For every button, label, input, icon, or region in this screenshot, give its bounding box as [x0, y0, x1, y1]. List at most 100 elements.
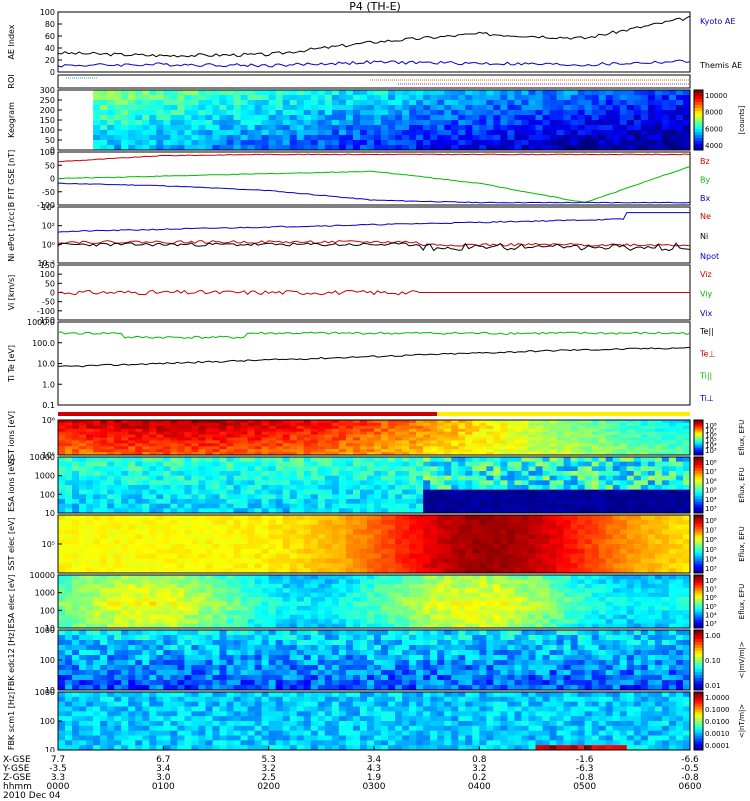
spectrogram-cell	[423, 485, 430, 490]
spectrogram-cell	[381, 446, 388, 449]
spectrogram-cell	[290, 120, 297, 125]
spectrogram-cell	[381, 426, 388, 429]
spectrogram-cell	[269, 504, 276, 509]
spectrogram-cell	[241, 115, 248, 120]
spectrogram-cell	[669, 426, 676, 429]
spectrogram-cell	[149, 584, 156, 589]
spectrogram-cell	[557, 563, 564, 568]
spectrogram-cell	[437, 130, 444, 135]
colorbar-swatch	[694, 443, 703, 445]
spectrogram-cell	[332, 105, 339, 110]
spectrogram-cell	[262, 490, 269, 495]
spectrogram-cell	[521, 130, 528, 135]
spectrogram-cell	[416, 426, 423, 429]
spectrogram-cell	[395, 471, 402, 476]
spectrogram-cell	[346, 471, 353, 476]
spectrogram-cell	[276, 432, 283, 435]
colorbar-swatch	[694, 114, 703, 117]
spectrogram-cell	[451, 449, 458, 452]
spectrogram-cell	[451, 490, 458, 495]
spectrogram-cell	[683, 530, 690, 535]
spectrogram-cell	[437, 140, 444, 145]
colorbar-swatch	[694, 488, 703, 491]
spectrogram-cell	[86, 115, 93, 120]
spectrogram-cell	[128, 499, 135, 504]
spectrogram-cell	[592, 105, 599, 110]
spectrogram-cell	[177, 440, 184, 443]
spectrogram-cell	[205, 515, 212, 520]
spectrogram-cell	[163, 466, 170, 471]
spectrogram-cell	[613, 426, 620, 429]
spectrogram-cell	[121, 110, 128, 115]
spectrogram-cell	[662, 471, 669, 476]
colorbar-swatch	[694, 544, 703, 547]
spectrogram-cell	[107, 525, 114, 530]
spectrogram-cell	[465, 115, 472, 120]
spectrogram-cell	[135, 105, 142, 110]
spectrogram-cell	[528, 476, 535, 481]
spectrogram-cell	[500, 480, 507, 485]
spectrogram-cell	[128, 615, 135, 620]
spectrogram-cell	[662, 90, 669, 95]
spectrogram-cell	[388, 534, 395, 539]
spectrogram-cell	[536, 476, 543, 481]
spectrogram-cell	[606, 100, 613, 105]
spectrogram-cell	[58, 476, 65, 481]
colorbar-swatch	[694, 123, 703, 126]
spectrogram-cell	[262, 125, 269, 130]
spectrogram-cell	[318, 476, 325, 481]
spectrogram-cell	[409, 435, 416, 438]
spectrogram-cell	[507, 539, 514, 544]
spectrogram-cell	[536, 443, 543, 446]
spectrogram-cell	[72, 539, 79, 544]
spectrogram-cell	[493, 520, 500, 525]
spectrogram-cell	[676, 499, 683, 504]
spectrogram-cell	[402, 90, 409, 95]
spectrogram-cell	[290, 466, 297, 471]
spectrogram-cell	[290, 490, 297, 495]
spectrogram-cell	[262, 120, 269, 125]
spectrogram-cell	[283, 602, 290, 607]
spectrogram-cell	[536, 525, 543, 530]
spectrogram-cell	[521, 530, 528, 535]
spectrogram-cell	[543, 100, 550, 105]
spectrogram-cell	[205, 435, 212, 438]
spectrogram-cell	[311, 544, 318, 549]
spectrogram-cell	[114, 554, 121, 559]
spectrogram-cell	[388, 530, 395, 535]
spectrogram-cell	[521, 457, 528, 462]
spectrogram-cell	[606, 457, 613, 462]
spectrogram-cell	[79, 100, 86, 105]
spectrogram-cell	[177, 429, 184, 432]
spectrogram-cell	[507, 471, 514, 476]
spectrogram-cell	[346, 423, 353, 426]
spectrogram-cell	[269, 494, 276, 499]
spectrogram-cell	[121, 584, 128, 589]
spectrogram-cell	[409, 130, 416, 135]
spectrogram-cell	[360, 90, 367, 95]
spectrogram-cell	[451, 563, 458, 568]
spectrogram-cell	[655, 476, 662, 481]
spectrogram-cell	[367, 100, 374, 105]
y-tick-label: 150	[40, 261, 55, 270]
spectrogram-cell	[227, 90, 234, 95]
spectrogram-cell	[248, 504, 255, 509]
spectrogram-cell	[648, 105, 655, 110]
spectrogram-cell	[360, 544, 367, 549]
spectrogram-cell	[58, 494, 65, 499]
spectrogram-cell	[472, 140, 479, 145]
spectrogram-cell	[220, 593, 227, 598]
spectrogram-cell	[220, 423, 227, 426]
spectrogram-cell	[374, 457, 381, 462]
spectrogram-cell	[149, 485, 156, 490]
spectrogram-cell	[269, 140, 276, 145]
spectrogram-cell	[465, 563, 472, 568]
spectrogram-cell	[170, 432, 177, 435]
spectrogram-cell	[676, 534, 683, 539]
spectrogram-cell	[283, 554, 290, 559]
spectrogram-cell	[107, 579, 114, 584]
spectrogram-cell	[536, 549, 543, 554]
spectrogram-cell	[648, 440, 655, 443]
spectrogram-cell	[606, 462, 613, 467]
spectrogram-cell	[402, 559, 409, 564]
